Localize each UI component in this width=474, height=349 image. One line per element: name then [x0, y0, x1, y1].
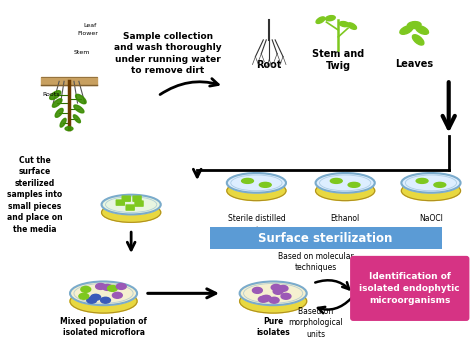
Ellipse shape [316, 173, 375, 193]
Ellipse shape [101, 195, 161, 214]
Ellipse shape [96, 283, 106, 289]
Ellipse shape [73, 115, 81, 123]
Ellipse shape [74, 105, 84, 113]
FancyBboxPatch shape [121, 195, 131, 202]
Text: Based on
morphological
units: Based on morphological units [288, 307, 343, 339]
Text: Mixed population of
isolated microflora: Mixed population of isolated microflora [60, 317, 147, 337]
Ellipse shape [102, 284, 112, 290]
Ellipse shape [281, 294, 291, 299]
FancyBboxPatch shape [132, 195, 142, 202]
Ellipse shape [273, 288, 283, 294]
Ellipse shape [87, 297, 97, 303]
Ellipse shape [316, 181, 375, 201]
Text: Stem and
Twig: Stem and Twig [312, 49, 365, 72]
Ellipse shape [227, 181, 286, 201]
FancyBboxPatch shape [210, 227, 442, 249]
Ellipse shape [253, 288, 262, 294]
Ellipse shape [70, 282, 137, 305]
Ellipse shape [401, 173, 461, 193]
Text: Root: Root [256, 60, 282, 70]
Text: Flower: Flower [77, 31, 98, 36]
Ellipse shape [81, 287, 91, 292]
Ellipse shape [401, 181, 461, 201]
Ellipse shape [316, 17, 325, 23]
Text: Leaves: Leaves [395, 59, 433, 68]
Ellipse shape [407, 22, 421, 29]
FancyBboxPatch shape [350, 256, 469, 321]
Text: Roots: Roots [42, 92, 60, 97]
Ellipse shape [75, 94, 86, 104]
Ellipse shape [339, 22, 349, 27]
Text: Leaf: Leaf [84, 23, 97, 28]
Ellipse shape [79, 294, 89, 299]
Text: Identification of
isolated endophytic
microorganisms: Identification of isolated endophytic mi… [359, 272, 460, 305]
Text: Based on molecular
techniques: Based on molecular techniques [278, 252, 354, 272]
Text: Surface sterilization: Surface sterilization [258, 232, 392, 245]
Ellipse shape [108, 285, 118, 291]
Text: Stem: Stem [74, 50, 91, 55]
Text: Ethanol: Ethanol [330, 214, 360, 223]
Ellipse shape [348, 183, 360, 187]
Ellipse shape [258, 296, 268, 302]
Ellipse shape [416, 178, 428, 183]
Ellipse shape [116, 283, 126, 289]
Ellipse shape [55, 109, 63, 117]
Ellipse shape [261, 295, 271, 301]
Text: Sterile distilled
water: Sterile distilled water [228, 214, 285, 235]
Ellipse shape [242, 178, 254, 183]
Ellipse shape [100, 297, 110, 303]
Ellipse shape [112, 292, 122, 298]
Ellipse shape [70, 289, 137, 313]
Ellipse shape [416, 26, 428, 34]
Ellipse shape [65, 127, 73, 131]
Ellipse shape [271, 284, 281, 290]
FancyBboxPatch shape [134, 200, 144, 207]
Bar [41, 77, 97, 85]
Ellipse shape [101, 203, 161, 222]
Ellipse shape [227, 173, 286, 193]
Ellipse shape [50, 91, 61, 99]
Ellipse shape [412, 35, 424, 45]
Ellipse shape [91, 294, 100, 300]
Ellipse shape [240, 282, 307, 305]
Ellipse shape [326, 16, 335, 21]
Ellipse shape [434, 183, 446, 187]
Ellipse shape [240, 289, 307, 313]
Ellipse shape [60, 118, 66, 127]
FancyBboxPatch shape [126, 204, 135, 211]
Ellipse shape [278, 285, 288, 291]
Ellipse shape [269, 297, 279, 303]
Ellipse shape [330, 178, 342, 183]
Text: Cut the
surface
sterilized
samples into
small pieces
and place on
the media: Cut the surface sterilized samples into … [7, 156, 62, 233]
Ellipse shape [259, 183, 271, 187]
Text: Sample collection
and wash thoroughly
under running water
to remove dirt: Sample collection and wash thoroughly un… [114, 32, 221, 75]
Ellipse shape [53, 99, 62, 107]
Ellipse shape [347, 23, 356, 29]
Text: Pure
isolates: Pure isolates [256, 317, 290, 337]
Text: NaOCl: NaOCl [419, 214, 443, 223]
Ellipse shape [400, 26, 413, 34]
FancyBboxPatch shape [116, 199, 125, 206]
